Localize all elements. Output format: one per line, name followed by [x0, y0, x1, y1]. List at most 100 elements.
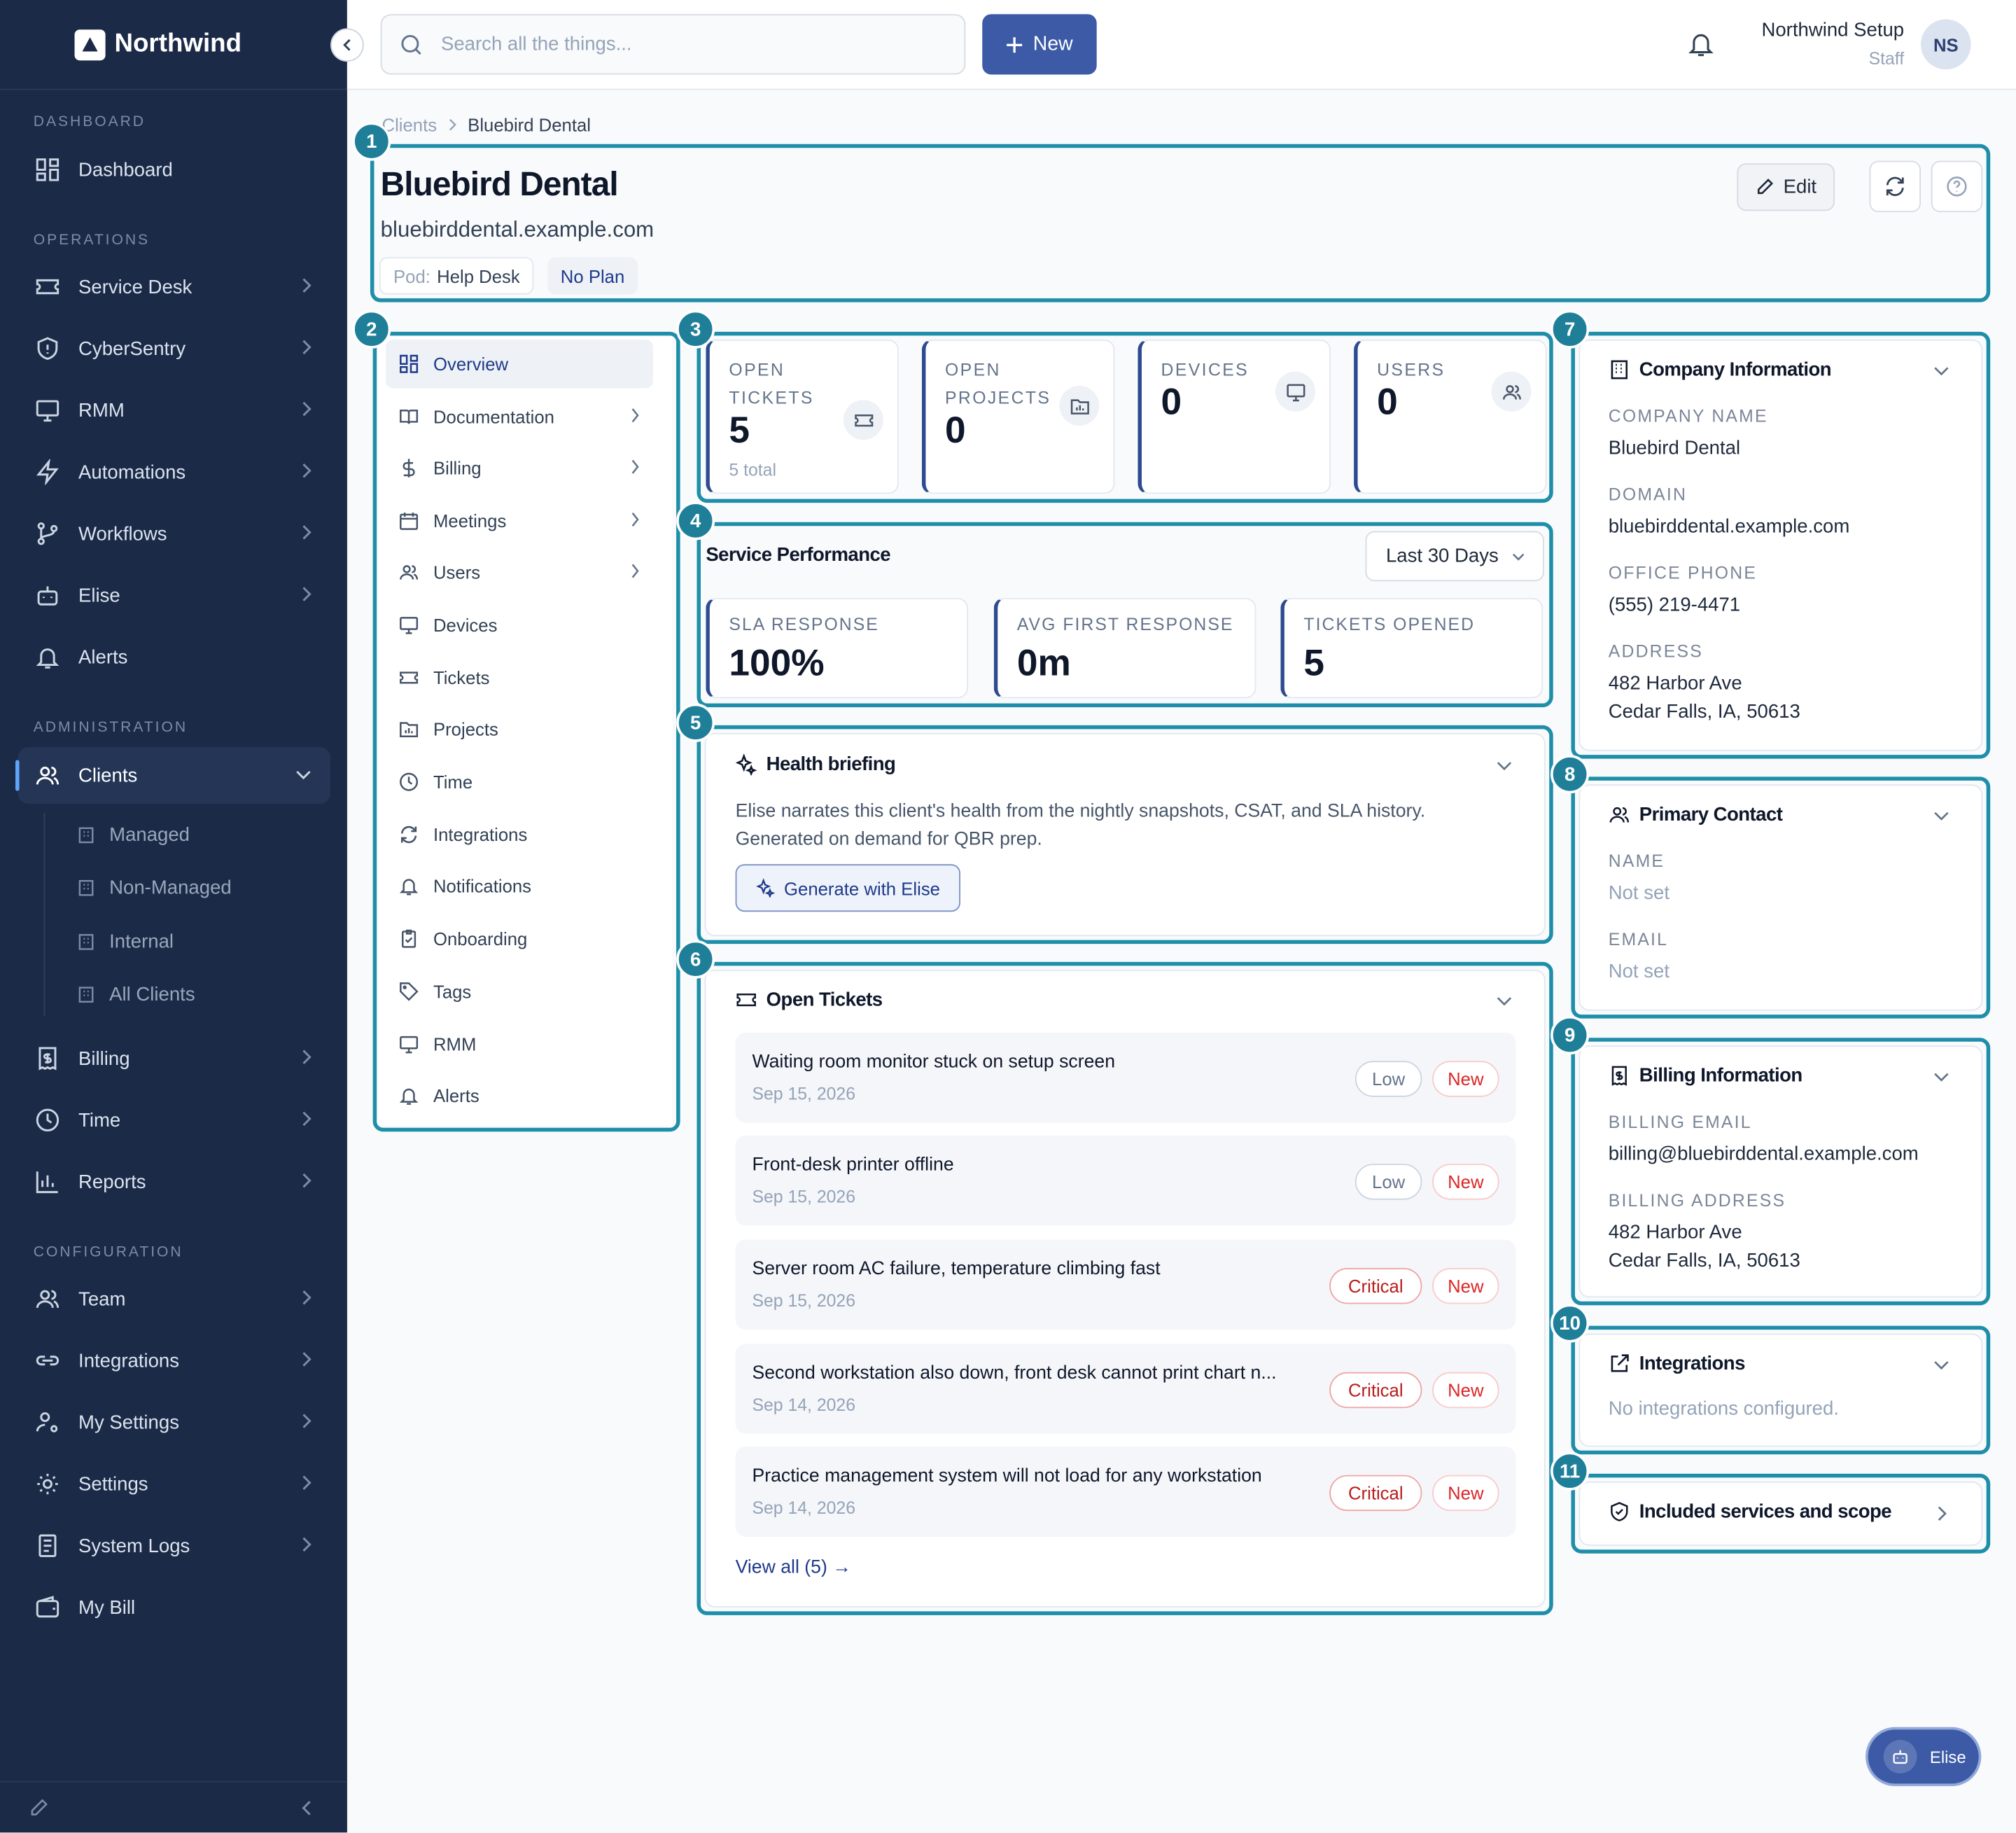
shield-icon [34, 335, 62, 363]
ticket-row[interactable]: Front-desk printer offline Sep 15, 2026 … [735, 1135, 1516, 1226]
chevron-right-icon[interactable] [1935, 1505, 1947, 1523]
subnav-item-billing[interactable]: Billing [386, 444, 653, 493]
monitor-icon [398, 1033, 420, 1055]
pencil-icon[interactable] [28, 1798, 48, 1818]
elise-assistant-button[interactable]: Elise [1865, 1727, 1982, 1787]
clipboard-icon [398, 928, 420, 949]
sidebar-item-service-desk[interactable]: Service Desk [18, 258, 330, 315]
sidebar-item-label: Elise [78, 584, 120, 607]
subnav-item-tags[interactable]: Tags [386, 967, 653, 1016]
subnav-item-alerts[interactable]: Alerts [386, 1071, 653, 1120]
sidebar-item-time[interactable]: Time [18, 1092, 330, 1148]
chevron-down-icon [1512, 553, 1525, 561]
subnav-item-devices[interactable]: Devices [386, 601, 653, 650]
sidebar-item-billing[interactable]: Billing [18, 1030, 330, 1087]
subnav-item-integrations[interactable]: Integrations [386, 810, 653, 859]
sidebar-item-label: My Settings [78, 1411, 179, 1434]
sidebar-item-team[interactable]: Team [18, 1271, 330, 1327]
stat-card-users[interactable]: USERS 0 [1354, 339, 1547, 494]
metric-tickets-opened: TICKETS OPENED 5 [1280, 598, 1544, 699]
help-button[interactable] [1931, 160, 1983, 213]
sidebar-item-alerts[interactable]: Alerts [18, 629, 330, 685]
ticket-icon [736, 993, 756, 1007]
subnav-item-documentation[interactable]: Documentation [386, 392, 653, 441]
sidebar-item-label: Team [78, 1288, 126, 1310]
stat-card-devices[interactable]: DEVICES 0 [1138, 339, 1331, 494]
priority-badge: Low [1354, 1061, 1422, 1097]
integrations-card [1578, 1333, 1983, 1447]
dollar-icon [398, 457, 420, 479]
sidebar-subitem-non-managed[interactable]: Non-Managed [77, 868, 232, 907]
refresh-button[interactable] [1869, 160, 1921, 213]
subnav-item-users[interactable]: Users [386, 548, 653, 597]
subnav-item-projects[interactable]: Projects [386, 705, 653, 754]
sidebar-item-label: CyberSentry [78, 337, 186, 360]
sidebar-item-dashboard[interactable]: Dashboard [18, 141, 330, 198]
included-services-card[interactable] [1578, 1481, 1983, 1546]
chevron-down-icon[interactable] [1495, 759, 1513, 774]
sidebar-item-my-settings[interactable]: My Settings [18, 1394, 330, 1451]
chevron-down-icon[interactable] [1933, 1358, 1951, 1374]
ticket-row[interactable]: Server room AC failure, temperature clim… [735, 1239, 1516, 1330]
workflow-icon [34, 520, 62, 548]
period-select[interactable]: Last 30 Days [1365, 531, 1544, 582]
sidebar-item-settings[interactable]: Settings [18, 1456, 330, 1512]
subnav-item-notifications[interactable]: Notifications [386, 862, 653, 911]
view-all-tickets-link[interactable]: View all (5) → [735, 1557, 851, 1578]
stat-card-open-tickets[interactable]: OPEN TICKETS 5 5 total [706, 339, 899, 494]
ticket-row[interactable]: Second workstation also down, front desk… [735, 1344, 1516, 1434]
sidebar-subitem-managed[interactable]: Managed [77, 815, 190, 853]
search-input[interactable]: Search all the things... [380, 14, 966, 75]
chevron-down-icon[interactable] [1933, 364, 1951, 379]
chevron-right-icon [302, 464, 312, 478]
subnav-item-meetings[interactable]: Meetings [386, 496, 653, 545]
subnav-item-time[interactable]: Time [386, 758, 653, 807]
avatar[interactable]: NS [1921, 19, 1971, 70]
ticket-row[interactable]: Waiting room monitor stuck on setup scre… [735, 1032, 1516, 1123]
ticket-row[interactable]: Practice management system will not load… [735, 1447, 1516, 1537]
office-phone-value: (555) 219-4471 [1608, 594, 1741, 616]
subnav-item-onboarding[interactable]: Onboarding [386, 914, 653, 963]
sidebar-item-cybersentry[interactable]: CyberSentry [18, 320, 330, 377]
highlight-box-8 [1571, 776, 1991, 1019]
subnav-item-rmm[interactable]: RMM [386, 1020, 653, 1069]
sidebar-item-automations[interactable]: Automations [18, 444, 330, 501]
users-icon [1491, 371, 1532, 412]
receipt-icon [34, 1044, 62, 1072]
chevron-left-icon[interactable] [301, 1799, 314, 1818]
company-info-title: Company Information [1609, 358, 1832, 381]
address-line2: Cedar Falls, IA, 50613 [1608, 701, 1800, 723]
sidebar-subitem-internal[interactable]: Internal [77, 922, 174, 961]
generate-with-elise-button[interactable]: Generate with Elise [735, 864, 961, 912]
sidebar-item-elise[interactable]: Elise [18, 567, 330, 624]
sidebar-footer [0, 1780, 347, 1832]
sidebar-item-rmm[interactable]: RMM [18, 382, 330, 438]
sidebar-item-label: Time [78, 1109, 121, 1131]
sidebar-item-system-logs[interactable]: System Logs [18, 1517, 330, 1574]
brand[interactable]: Northwind [0, 0, 347, 90]
subnav-item-overview[interactable]: Overview [386, 339, 654, 389]
notifications-bell-icon[interactable] [1687, 29, 1715, 64]
company-name-value: Bluebird Dental [1608, 437, 1741, 459]
breadcrumb-clients-link[interactable]: Clients [382, 114, 438, 135]
client-subnav: Overview Documentation Billing Meetings … [377, 337, 673, 1126]
sidebar-subitem-all-clients[interactable]: All Clients [77, 975, 195, 1013]
clock-icon [34, 1106, 62, 1134]
subnav-item-tickets[interactable]: Tickets [386, 653, 653, 702]
section-operations: OPERATIONS [33, 232, 150, 249]
sidebar-item-workflows[interactable]: Workflows [18, 506, 330, 562]
chevron-down-icon[interactable] [1933, 809, 1951, 824]
chevron-down-icon[interactable] [1933, 1070, 1951, 1085]
breadcrumb-current: Bluebird Dental [468, 114, 592, 135]
edit-button[interactable]: Edit [1737, 163, 1835, 211]
search-placeholder: Search all the things... [440, 33, 632, 55]
stat-card-open-projects[interactable]: OPEN PROJECTS 0 [921, 339, 1115, 494]
sidebar-item-my-bill[interactable]: My Bill [18, 1579, 330, 1636]
sidebar-item-integrations[interactable]: Integrations [18, 1332, 330, 1389]
chevron-down-icon[interactable] [1495, 994, 1513, 1010]
sidebar-item-clients[interactable]: Clients [15, 747, 331, 804]
sidebar-item-reports[interactable]: Reports [18, 1154, 330, 1211]
collapse-sidebar-button[interactable] [330, 28, 364, 62]
new-button[interactable]: New [982, 14, 1097, 75]
refresh-icon [1886, 176, 1904, 196]
